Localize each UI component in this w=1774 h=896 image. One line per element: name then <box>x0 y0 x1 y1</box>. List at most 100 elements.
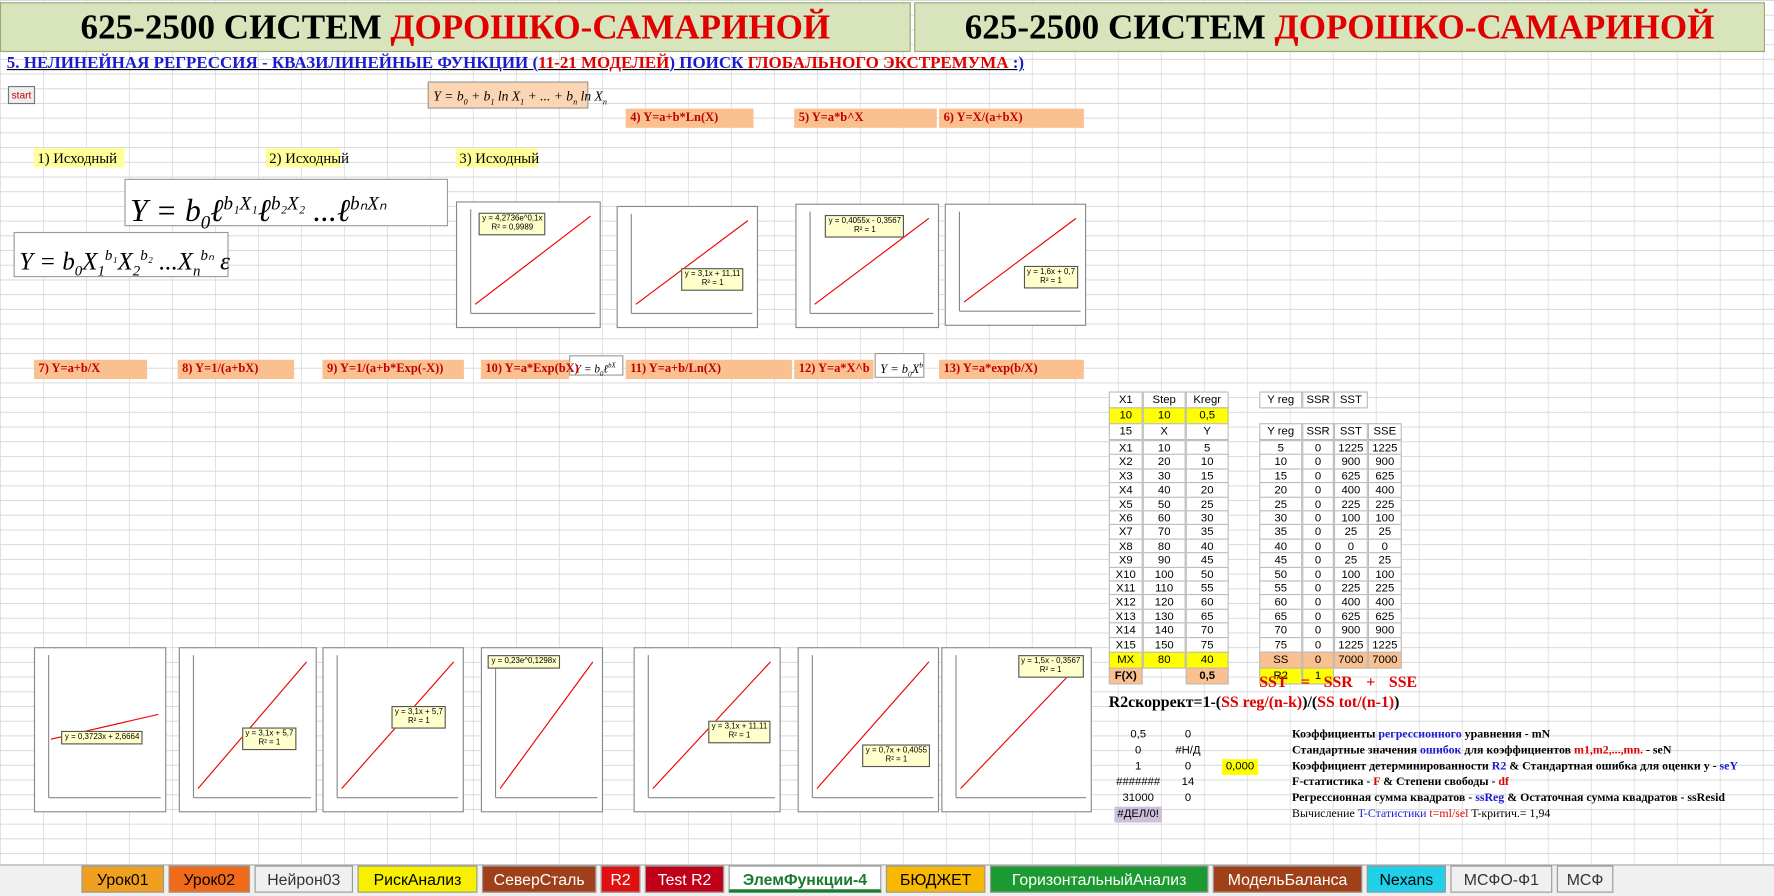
yreg-sum: 7000 <box>1367 651 1402 669</box>
formula-part: b₁X₁ <box>223 192 258 214</box>
formula-part: 0 <box>74 262 83 280</box>
formula-part: 0 <box>200 211 211 233</box>
note-part: Стандартные <box>1292 744 1365 757</box>
chart-line <box>814 217 930 305</box>
trendline-label: y = 0,3723x + 2,6664 <box>61 730 143 745</box>
chart-line <box>635 220 749 305</box>
note-part: детерминированности <box>1369 760 1492 773</box>
sheet-tab[interactable]: ЭлемФункции-4 <box>728 865 882 893</box>
sheet-tab[interactable]: Nexans <box>1366 865 1446 893</box>
linest-cell: 0 <box>1184 728 1192 742</box>
sheet-tab[interactable]: МСФО-Ф1 <box>1450 865 1553 893</box>
sheet-tab[interactable]: МСФ <box>1556 865 1614 893</box>
sheet-tab[interactable]: БЮДЖЕТ <box>885 865 986 893</box>
note-part: & Степени <box>1380 776 1445 789</box>
formula-part: b <box>919 362 924 370</box>
note: F-статистика - F & Степени свободы - df <box>1292 775 1767 791</box>
trendline-label: y = 1,5x - 0,3567 R² = 1 <box>1017 654 1084 678</box>
note: Стандартные значения ошибок для коэффици… <box>1292 743 1767 759</box>
x-table-cell: 45 <box>1185 552 1229 570</box>
yreg-cell: 900 <box>1367 622 1402 640</box>
chart-plot <box>470 209 596 314</box>
yreg-header: SSR <box>1302 391 1334 409</box>
sheet-tab[interactable]: РискАнализ <box>357 865 478 893</box>
trendline-text: y = 0,4055x - 0,3567 <box>828 216 902 225</box>
formula: Y = b0ℓb₁X₁ℓb₂X₂ ...ℓbₙXₙ <box>124 178 449 233</box>
trendline-label: y = 3,1x + 5,7 R² = 1 <box>241 727 297 751</box>
trendline-text: R² = 1 <box>1040 277 1062 286</box>
r2-formula: R2скоррект=1-(SS reg/(n-k))/(SS tot/(n-1… <box>1109 695 1448 715</box>
chart: y = 0,4055x - 0,3567 R² = 1 <box>795 203 940 329</box>
yreg-header: SSE <box>1367 423 1402 441</box>
x-table-cell: X14 <box>1108 622 1143 640</box>
sheet-tab[interactable]: СеверСталь <box>481 865 597 893</box>
formula-part: Y = b <box>574 363 600 376</box>
note-part: - <box>1363 776 1374 789</box>
sheet-tab[interactable]: Нейрон03 <box>254 865 353 893</box>
r2-formula-part: R2скоррект=1-( <box>1108 694 1222 712</box>
sheet-tab[interactable]: R2 <box>600 865 641 893</box>
yreg-cell: 1225 <box>1333 440 1368 458</box>
formula-part: X <box>117 247 133 276</box>
note-part: Вычисление <box>1292 807 1358 821</box>
trendline-text: y = 3,1x + 11,11 <box>684 270 741 279</box>
title-name: ДОРОШКО-САМАРИНОЙ <box>1274 6 1715 47</box>
start-button[interactable]: start <box>7 85 36 105</box>
chart-line <box>816 661 930 789</box>
linest-cell: 14 <box>1181 776 1195 789</box>
chart: y = 0,23e^0,1298x <box>480 647 604 813</box>
x-table-cell: X8 <box>1108 538 1143 556</box>
subtitle-part: ) ПОИСК <box>669 54 748 73</box>
trendline-text: y = 0,23e^0,1298x <box>491 657 557 666</box>
yreg-cell: 25 <box>1367 552 1402 570</box>
chart: y = 3,1x + 11,11 R² = 1 <box>616 205 759 329</box>
note-part: T-критич.= 1,94 <box>1468 807 1551 821</box>
chart-line <box>474 215 591 305</box>
model-header: 3) Исходный <box>455 148 539 168</box>
formula-part: Y = b <box>130 193 201 229</box>
formula-part: 1 <box>97 262 105 280</box>
sheet-tab[interactable]: Урок02 <box>168 865 251 893</box>
note-part: уравнения - mN <box>1461 728 1551 742</box>
formula-part: 0 <box>599 371 604 379</box>
yreg-sum: 7000 <box>1333 651 1368 669</box>
chart: y = 3,1x + 11,11 R² = 1 <box>633 647 781 813</box>
trendline-text: R² = 1 <box>407 717 430 726</box>
yreg-sum: SS <box>1259 651 1303 669</box>
chart-plot <box>336 655 459 799</box>
x-table-settings: 10 <box>1142 407 1186 425</box>
subtitle: 5. НЕЛИНЕЙНАЯ РЕГРЕССИЯ - КВАЗИЛИНЕЙНЫЕ … <box>7 54 1116 74</box>
subtitle-part: 11-21 МОДЕЛЕЙ <box>538 54 670 73</box>
equation-part: SSE <box>1388 674 1418 692</box>
model-header: 1) Исходный <box>33 148 125 168</box>
sheet-tab[interactable]: ГоризонтальныйАнализ <box>989 865 1209 893</box>
sheet-tab[interactable]: МодельБаланса <box>1212 865 1363 893</box>
yreg-cell: 900 <box>1367 454 1402 472</box>
title-prefix: 625-2500 СИСТЕМ <box>964 6 1266 47</box>
note-part: Коэффициенты <box>1292 728 1379 742</box>
sheet-tab[interactable]: Test R2 <box>644 865 725 893</box>
trendline-text: y = 0,3723x + 2,6664 <box>64 733 140 742</box>
trendline-text: R² = 1 <box>728 732 751 741</box>
formula-part: Y = b <box>880 362 909 377</box>
x-table-settings: 10 <box>1108 407 1143 425</box>
chart-plot <box>48 655 161 799</box>
formula-part: n <box>602 97 607 107</box>
equation-part: SST <box>1259 674 1288 692</box>
yreg-cell: 900 <box>1333 454 1368 472</box>
yreg-header: Y reg <box>1259 423 1303 441</box>
trendline-label: y = 4,2736e^0,1x R² = 0,9989 <box>478 212 546 236</box>
formula-part: ε <box>213 247 230 276</box>
sheet-tab[interactable]: Урок01 <box>81 865 165 893</box>
formula-part: 1 <box>520 97 525 107</box>
trendline-text: y = 1,6x + 0,7 <box>1027 268 1076 277</box>
r2-formula-part: )/( <box>1302 694 1318 712</box>
formula-part: Y = b <box>433 88 464 105</box>
formula-part: ln X <box>577 88 603 105</box>
yreg-cell: 625 <box>1367 468 1402 486</box>
trendline-label: y = 0,7x + 0,4055 R² = 1 <box>862 744 931 767</box>
yreg-cell: 70 <box>1259 622 1303 640</box>
note-part: t=ml/sel <box>1426 807 1469 821</box>
yreg-cell: 35 <box>1259 524 1303 542</box>
